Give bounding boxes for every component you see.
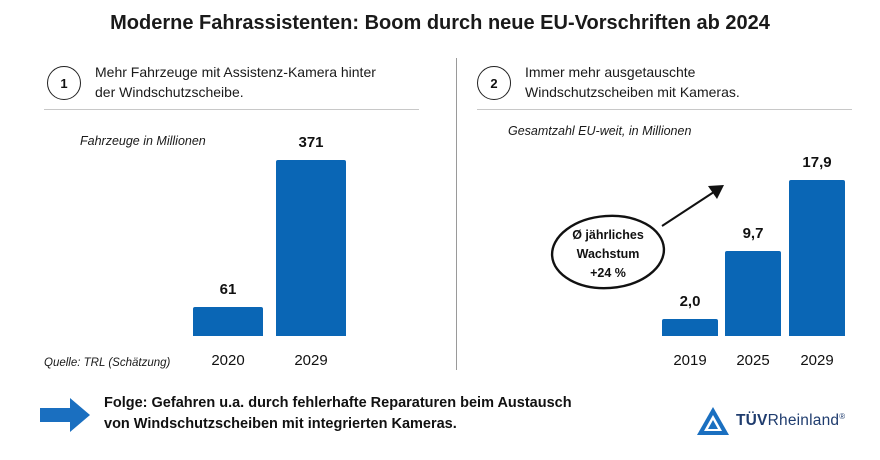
chart-2-unit-label: Gesamtzahl EU-weit, in Millionen xyxy=(508,124,692,138)
tuv-triangle-icon xyxy=(697,407,729,435)
logo-wordmark: TÜVRheinland® xyxy=(736,412,845,430)
panel-1-number-badge: 1 xyxy=(47,66,81,100)
logo-brand-regular: Rheinland xyxy=(767,412,840,430)
chart-2-bar-2025 xyxy=(725,251,781,336)
chart-2-value-label-2029: 17,9 xyxy=(802,154,832,171)
chart-2-value-label-2019: 2,0 xyxy=(679,293,701,310)
page-title: Moderne Fahrassistenten: Boom durch neue… xyxy=(110,12,770,34)
right-arrow-icon xyxy=(40,398,90,432)
growth-trend-line xyxy=(661,187,721,227)
logo-registered-mark: ® xyxy=(839,411,846,421)
logo-brand-bold: TÜV xyxy=(736,412,768,430)
chart-1-bar-2020 xyxy=(193,307,263,336)
panel-2-rule xyxy=(477,109,852,110)
consequence-line-2: von Windschutzscheiben mit integrierten … xyxy=(104,416,457,432)
chart-1-category-label-2020: 2020 xyxy=(211,352,245,369)
chart-2-bar-2029 xyxy=(789,180,845,336)
growth-trend-arrowhead xyxy=(708,185,724,199)
consequence-line-1: Folge: Gefahren u.a. durch fehlerhafte R… xyxy=(104,395,572,411)
consequence-note: Folge: Gefahren u.a. durch fehlerhafte R… xyxy=(104,393,572,435)
chart-1-value-label-2020: 61 xyxy=(219,281,237,298)
growth-badge-line-2: Wachstum xyxy=(576,247,640,261)
panel-1-heading: Mehr Fahrzeuge mit Assistenz-Kamera hint… xyxy=(95,62,376,102)
tuv-rheinland-logo: TÜVRheinland® xyxy=(696,406,845,436)
chart-1-unit-label: Fahrzeuge in Millionen xyxy=(80,134,206,148)
panel-1-heading-line-2: der Windschutzscheibe. xyxy=(95,84,244,100)
chart-2-category-label-2029: 2029 xyxy=(800,352,834,369)
panel-1-heading-line-1: Mehr Fahrzeuge mit Assistenz-Kamera hint… xyxy=(95,64,376,80)
source-note: Quelle: TRL (Schätzung) xyxy=(44,357,171,369)
panel-2-number-badge: 2 xyxy=(477,66,511,100)
chart-1-bar-2029 xyxy=(276,160,346,336)
chart-2-category-label-2019: 2019 xyxy=(673,352,707,369)
growth-badge: Ø jährliches Wachstum +24 % xyxy=(553,218,663,288)
chart-2-value-label-2025: 9,7 xyxy=(742,225,764,242)
panel-2-heading-line-2: Windschutzscheiben mit Kameras. xyxy=(525,84,740,100)
panel-2-heading-line-1: Immer mehr ausgetauschte xyxy=(525,64,696,80)
chart-2-category-label-2025: 2025 xyxy=(736,352,770,369)
panel-divider xyxy=(456,58,457,370)
panel-2-heading: Immer mehr ausgetauschte Windschutzschei… xyxy=(525,62,740,102)
chart-1-category-label-2029: 2029 xyxy=(294,352,328,369)
growth-badge-line-1: Ø jährliches xyxy=(572,228,644,242)
chart-1-value-label-2029: 371 xyxy=(298,134,324,151)
panel-1-rule xyxy=(44,109,419,110)
growth-badge-line-3: +24 % xyxy=(590,266,626,280)
chart-2-bar-2019 xyxy=(662,319,718,336)
